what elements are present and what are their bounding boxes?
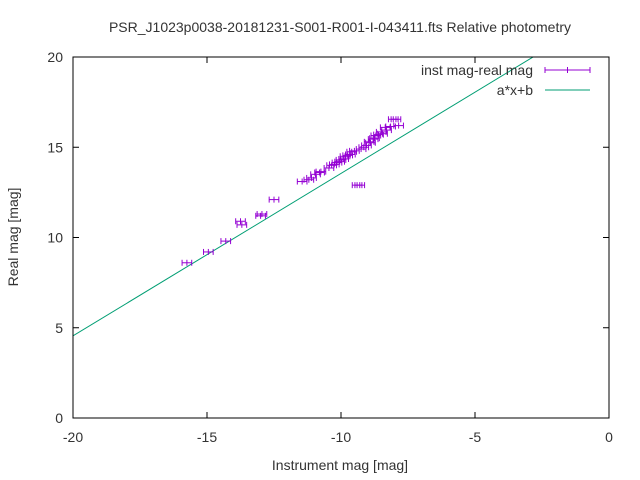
data-point xyxy=(331,159,343,166)
series-layer xyxy=(73,57,535,337)
x-tick-label: 0 xyxy=(605,429,613,445)
y-tick-label: 5 xyxy=(55,320,63,336)
data-point xyxy=(326,162,337,169)
data-point xyxy=(342,152,354,159)
y-tick-label: 20 xyxy=(47,49,63,65)
data-point xyxy=(377,130,388,137)
legend-label: a*x+b xyxy=(497,82,533,98)
y-tick-label: 0 xyxy=(55,410,63,426)
y-tick-label: 10 xyxy=(47,230,63,246)
legend: inst mag-real mag a*x+b xyxy=(421,62,591,98)
data-point xyxy=(203,248,214,255)
data-point xyxy=(365,139,376,146)
data-point xyxy=(323,165,335,172)
data-point xyxy=(236,221,248,228)
data-point xyxy=(315,168,327,175)
ticks-layer: -20 -15 -10 -5 0 0 5 10 15 20 xyxy=(47,49,613,445)
data-point xyxy=(268,196,280,203)
fit-line xyxy=(73,57,535,337)
data-point xyxy=(335,156,347,163)
x-tick-label: -20 xyxy=(63,429,83,445)
data-point xyxy=(306,174,317,181)
data-point xyxy=(220,238,232,245)
data-point xyxy=(296,178,308,185)
data-point xyxy=(379,124,391,131)
plot-frame xyxy=(72,56,610,419)
data-point xyxy=(361,142,372,149)
x-tick-label: -5 xyxy=(469,429,482,445)
data-point xyxy=(390,116,402,123)
data-point xyxy=(373,131,384,138)
x-tick-label: -10 xyxy=(331,429,351,445)
x-axis-label: Instrument mag [mag] xyxy=(272,457,408,473)
data-point xyxy=(181,259,193,266)
data-point xyxy=(339,153,351,160)
data-point xyxy=(393,122,404,129)
data-point xyxy=(354,182,366,189)
data-point xyxy=(235,218,246,225)
data-point xyxy=(256,211,268,218)
data-point xyxy=(381,127,392,134)
x-tick-label: -15 xyxy=(197,429,217,445)
y-axis-label: Real mag [mag] xyxy=(5,188,21,287)
y-tick-label: 15 xyxy=(47,139,63,155)
legend-label: inst mag-real mag xyxy=(421,62,533,78)
chart-title: PSR_J1023p0038-20181231-S001-R001-I-0434… xyxy=(109,19,571,35)
